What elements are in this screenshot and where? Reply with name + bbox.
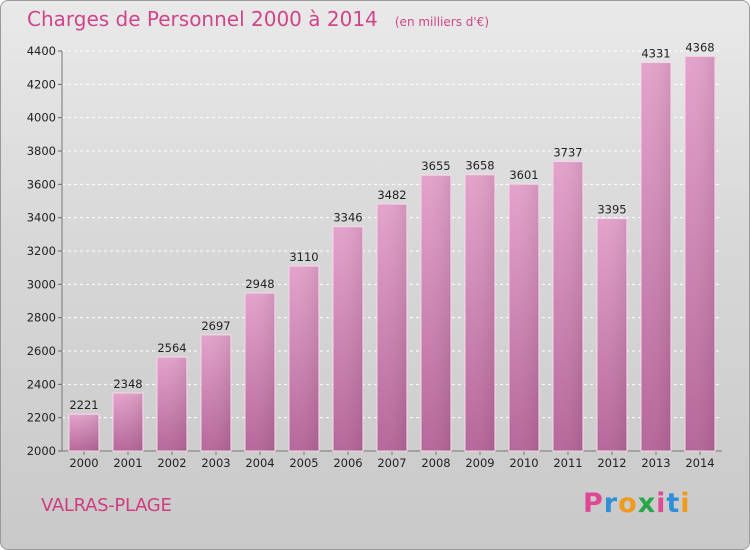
x-tick-label: 2008 xyxy=(421,456,450,470)
bar-shade xyxy=(202,335,230,451)
y-tick-label: 3400 xyxy=(27,211,56,225)
data-label: 2564 xyxy=(157,341,186,355)
x-tick-label: 2000 xyxy=(69,456,98,470)
y-tick-label: 4200 xyxy=(27,77,56,91)
commune-name: VALRAS-PLAGE xyxy=(41,495,172,516)
logo-letter: t xyxy=(666,488,681,519)
x-tick-label: 2013 xyxy=(641,456,670,470)
x-tick-label: 2002 xyxy=(157,456,186,470)
data-label: 3655 xyxy=(421,159,450,173)
x-tick-label: 2006 xyxy=(333,456,362,470)
bar-shade xyxy=(290,267,318,451)
bar-shade xyxy=(114,394,142,451)
bar-shade xyxy=(378,205,406,451)
data-label: 3395 xyxy=(597,203,626,217)
logo-letter: x xyxy=(637,488,657,519)
x-tick-label: 2009 xyxy=(465,456,494,470)
logo-letter: o xyxy=(618,488,638,519)
chart-title: Charges de Personnel 2000 à 2014 xyxy=(27,7,378,31)
axes: 2000 2200 2400 2600 2800 3000 3200 3400 3600 3800… xyxy=(27,44,722,470)
logo-letter: i xyxy=(680,488,691,519)
data-label: 3110 xyxy=(289,250,318,264)
y-tick-label: 2000 xyxy=(27,444,56,458)
x-tick-label: 2007 xyxy=(377,456,406,470)
x-tick-label: 2010 xyxy=(509,456,538,470)
x-tick-label: 2004 xyxy=(245,456,274,470)
data-label: 3658 xyxy=(465,159,494,173)
data-label: 3482 xyxy=(377,188,406,202)
chart-subtitle: (en milliers d'€) xyxy=(394,15,489,29)
y-tick-label: 2600 xyxy=(27,344,56,358)
x-tick-label: 2005 xyxy=(289,456,318,470)
bar-shade xyxy=(334,227,362,451)
y-tick-label: 4400 xyxy=(27,44,56,58)
bars xyxy=(68,55,716,452)
data-label: 2948 xyxy=(245,277,274,291)
y-tick-label: 3000 xyxy=(27,277,56,291)
data-label: 2348 xyxy=(113,377,142,391)
bar-shade xyxy=(642,63,670,451)
bar-shade xyxy=(466,175,494,451)
logo-letter: r xyxy=(603,488,619,519)
logo-letter: P xyxy=(583,488,604,519)
logo-letter: i xyxy=(656,488,667,519)
data-label: 3601 xyxy=(509,168,538,182)
x-tick-label: 2014 xyxy=(685,456,714,470)
bar-shade xyxy=(70,415,98,451)
x-tick-label: 2012 xyxy=(597,456,626,470)
bar-shade xyxy=(686,57,714,451)
x-tick-label: 2001 xyxy=(113,456,142,470)
bar-shade xyxy=(158,358,186,451)
data-label: 2221 xyxy=(69,398,98,412)
y-tick-label: 3800 xyxy=(27,144,56,158)
labels: 2221 2348 2564 2697 2948 3110 3346 3482 3655 3658… xyxy=(69,40,714,412)
y-tick-label: 3600 xyxy=(27,177,56,191)
data-label: 4331 xyxy=(641,47,670,61)
data-label: 3737 xyxy=(553,146,582,160)
bar-shade xyxy=(510,185,538,451)
y-tick-label: 3200 xyxy=(27,244,56,258)
bar-shade xyxy=(554,162,582,451)
x-tick-label: 2011 xyxy=(553,456,582,470)
data-label: 3346 xyxy=(333,211,362,225)
x-tick-label: 2003 xyxy=(201,456,230,470)
y-tick-label: 2400 xyxy=(27,377,56,391)
proxiti-logo[interactable]: Proxiti xyxy=(583,488,691,519)
y-tick-label: 2200 xyxy=(27,411,56,425)
data-label: 4368 xyxy=(685,40,714,54)
y-tick-label: 2800 xyxy=(27,311,56,325)
title-row: Charges de Personnel 2000 à 2014 (en mil… xyxy=(27,7,489,31)
bar-shade xyxy=(422,176,450,451)
data-label: 2697 xyxy=(201,319,230,333)
bar-shade xyxy=(598,219,626,451)
y-tick-label: 4000 xyxy=(27,111,56,125)
bar-shade xyxy=(246,294,274,451)
